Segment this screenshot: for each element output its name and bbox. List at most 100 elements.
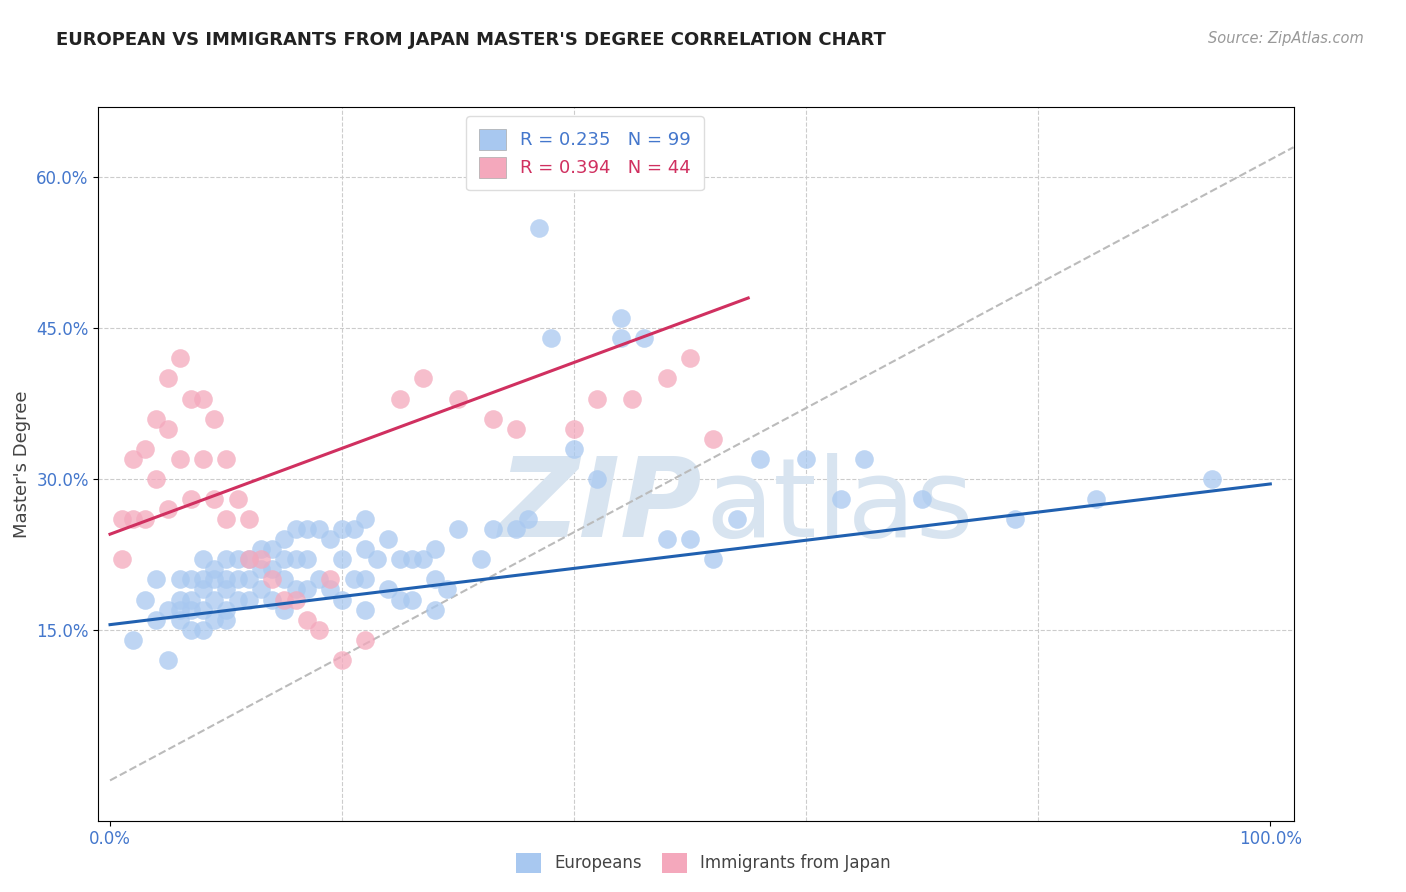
Point — [180, 602, 202, 616]
Point — [423, 542, 446, 557]
Point — [284, 522, 307, 536]
Point — [180, 573, 202, 587]
Point — [447, 392, 470, 406]
Point — [111, 512, 134, 526]
Point — [284, 582, 307, 597]
Point — [586, 472, 609, 486]
Point — [308, 522, 330, 536]
Point — [215, 451, 238, 466]
Point — [262, 573, 284, 587]
Point — [273, 592, 295, 607]
Point — [215, 602, 238, 616]
Point — [204, 562, 226, 576]
Point — [1201, 472, 1223, 486]
Point — [284, 592, 307, 607]
Point — [273, 533, 295, 547]
Point — [562, 422, 585, 436]
Point — [191, 573, 214, 587]
Point — [122, 632, 145, 647]
Text: atlas: atlas — [706, 453, 973, 560]
Point — [145, 472, 167, 486]
Point — [308, 623, 330, 637]
Point — [191, 623, 214, 637]
Point — [169, 351, 191, 366]
Point — [423, 602, 446, 616]
Point — [238, 512, 260, 526]
Point — [354, 573, 377, 587]
Point — [377, 582, 399, 597]
Point — [609, 311, 631, 326]
Point — [169, 613, 191, 627]
Point — [215, 613, 238, 627]
Point — [169, 592, 191, 607]
Point — [145, 573, 167, 587]
Point — [470, 552, 492, 566]
Point — [191, 602, 214, 616]
Point — [204, 411, 226, 425]
Point — [122, 451, 145, 466]
Point — [238, 552, 260, 566]
Point — [134, 592, 156, 607]
Point — [853, 451, 876, 466]
Point — [180, 592, 202, 607]
Point — [330, 592, 353, 607]
Y-axis label: Master's Degree: Master's Degree — [13, 390, 31, 538]
Point — [330, 552, 353, 566]
Point — [830, 491, 852, 506]
Legend: Europeans, Immigrants from Japan: Europeans, Immigrants from Japan — [509, 847, 897, 880]
Point — [609, 331, 631, 345]
Point — [354, 602, 377, 616]
Legend: R = 0.235   N = 99, R = 0.394   N = 44: R = 0.235 N = 99, R = 0.394 N = 44 — [465, 116, 703, 190]
Point — [297, 613, 319, 627]
Point — [412, 552, 434, 566]
Point — [157, 602, 180, 616]
Point — [679, 351, 702, 366]
Point — [354, 542, 377, 557]
Point — [366, 552, 388, 566]
Point — [215, 512, 238, 526]
Point — [377, 533, 399, 547]
Point — [157, 422, 180, 436]
Point — [180, 392, 202, 406]
Point — [145, 411, 167, 425]
Point — [145, 613, 167, 627]
Point — [436, 582, 458, 597]
Point — [319, 582, 342, 597]
Point — [748, 451, 770, 466]
Point — [389, 552, 412, 566]
Point — [134, 512, 156, 526]
Point — [562, 442, 585, 456]
Point — [540, 331, 562, 345]
Point — [679, 533, 702, 547]
Point — [330, 653, 353, 667]
Point — [319, 533, 342, 547]
Point — [621, 392, 644, 406]
Point — [226, 573, 249, 587]
Point — [226, 552, 249, 566]
Point — [204, 592, 226, 607]
Point — [482, 522, 505, 536]
Point — [169, 602, 191, 616]
Point — [505, 522, 527, 536]
Point — [204, 573, 226, 587]
Point — [250, 582, 273, 597]
Point — [191, 552, 214, 566]
Text: EUROPEAN VS IMMIGRANTS FROM JAPAN MASTER'S DEGREE CORRELATION CHART: EUROPEAN VS IMMIGRANTS FROM JAPAN MASTER… — [56, 31, 886, 49]
Point — [238, 552, 260, 566]
Point — [215, 582, 238, 597]
Point — [250, 542, 273, 557]
Point — [725, 512, 748, 526]
Point — [273, 602, 295, 616]
Point — [273, 573, 295, 587]
Point — [111, 552, 134, 566]
Point — [794, 451, 817, 466]
Point — [401, 592, 423, 607]
Point — [169, 573, 191, 587]
Point — [191, 582, 214, 597]
Point — [655, 371, 678, 385]
Point — [1004, 512, 1026, 526]
Point — [180, 623, 202, 637]
Point — [702, 432, 724, 446]
Point — [262, 542, 284, 557]
Point — [297, 522, 319, 536]
